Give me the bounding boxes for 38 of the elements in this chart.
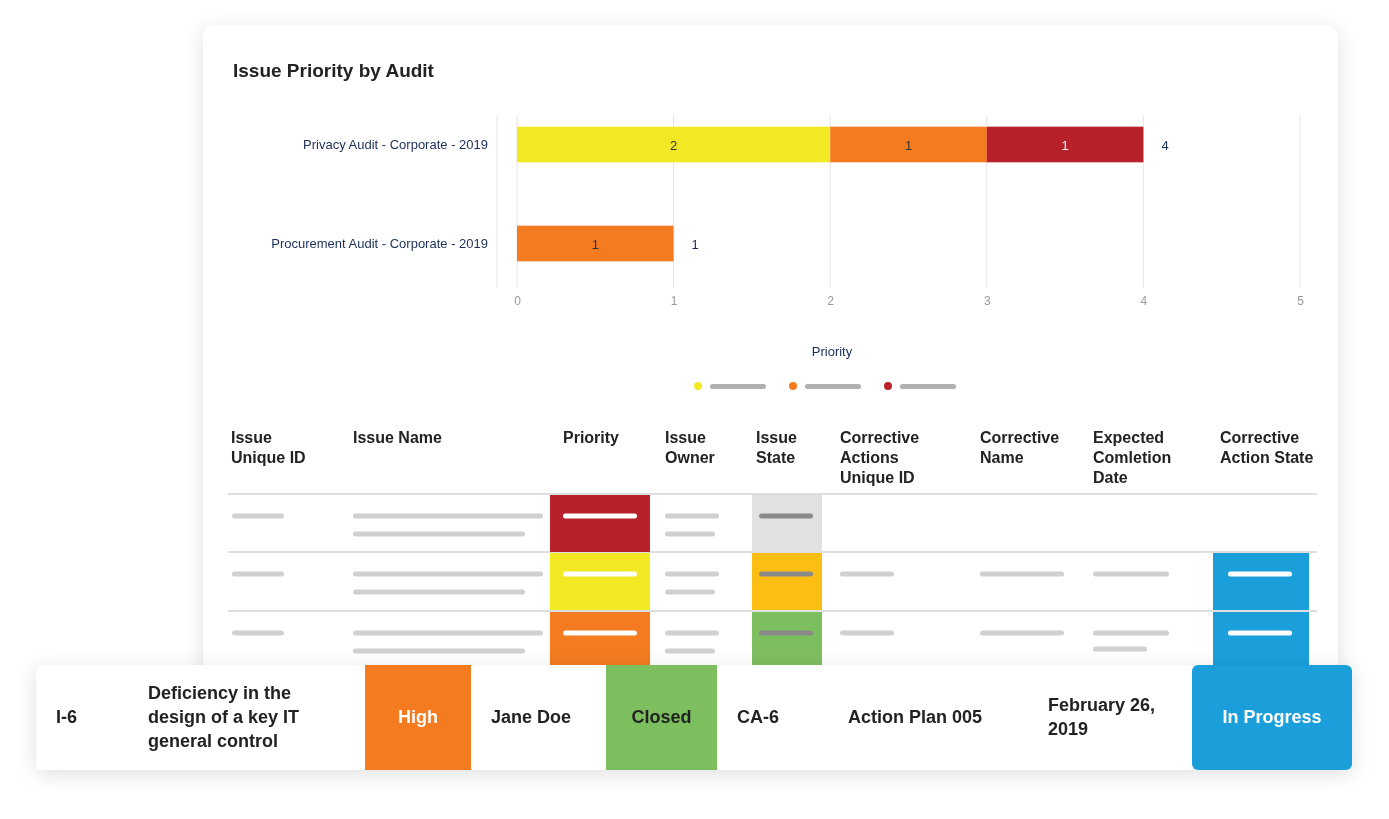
text: Action Plan 005 [848, 707, 983, 727]
x-tick-label: 3 [983, 293, 991, 308]
data-label: 1 [904, 137, 913, 153]
x-tick-label: 1 [670, 293, 678, 308]
text: In Progress [1222, 707, 1322, 727]
x-tick-label: 5 [1297, 293, 1305, 308]
category-label: Issue Owner [665, 429, 715, 466]
data-label: 1 [1061, 137, 1069, 153]
text: Jane Doe [491, 707, 572, 727]
x-tick-label: 2 [827, 293, 835, 308]
text: High [398, 707, 438, 727]
total-label: 4 [1161, 137, 1169, 153]
bar [830, 126, 987, 163]
text: CA-6 [737, 707, 780, 727]
bar [517, 225, 674, 262]
y-tick-label: Procurement Audit - Corporate - 2019 [271, 235, 488, 251]
data-label: 1 [591, 236, 599, 252]
category-label: Expected Comletion Date [1093, 429, 1172, 486]
data-label: 2 [669, 137, 678, 153]
text: Issue Priority by Audit [233, 60, 435, 81]
category-label: Priority [563, 429, 620, 446]
x-tick-label: 4 [1140, 293, 1148, 308]
x-tick-label: 0 [514, 293, 522, 308]
category-label: Corrective Action State [1220, 429, 1314, 466]
category-label: Corrective Actions Unique ID [840, 429, 920, 486]
total-label: 1 [691, 236, 699, 252]
category-label: Issue State [756, 429, 798, 466]
text: Deficiency in the design of a key IT general control [148, 683, 300, 751]
bar [986, 126, 1144, 163]
text: Closed [631, 707, 692, 727]
category-label: Corrective Name [980, 429, 1060, 466]
category-label: Issue Name [353, 429, 443, 446]
x-axis-title: Priority [811, 344, 853, 359]
category-label: Issue Unique ID [231, 429, 306, 466]
text: I-6 [56, 707, 78, 727]
text: February 26, 2019 [1048, 695, 1156, 739]
bar [517, 126, 831, 163]
y-tick-label: Privacy Audit - Corporate - 2019 [303, 136, 488, 152]
